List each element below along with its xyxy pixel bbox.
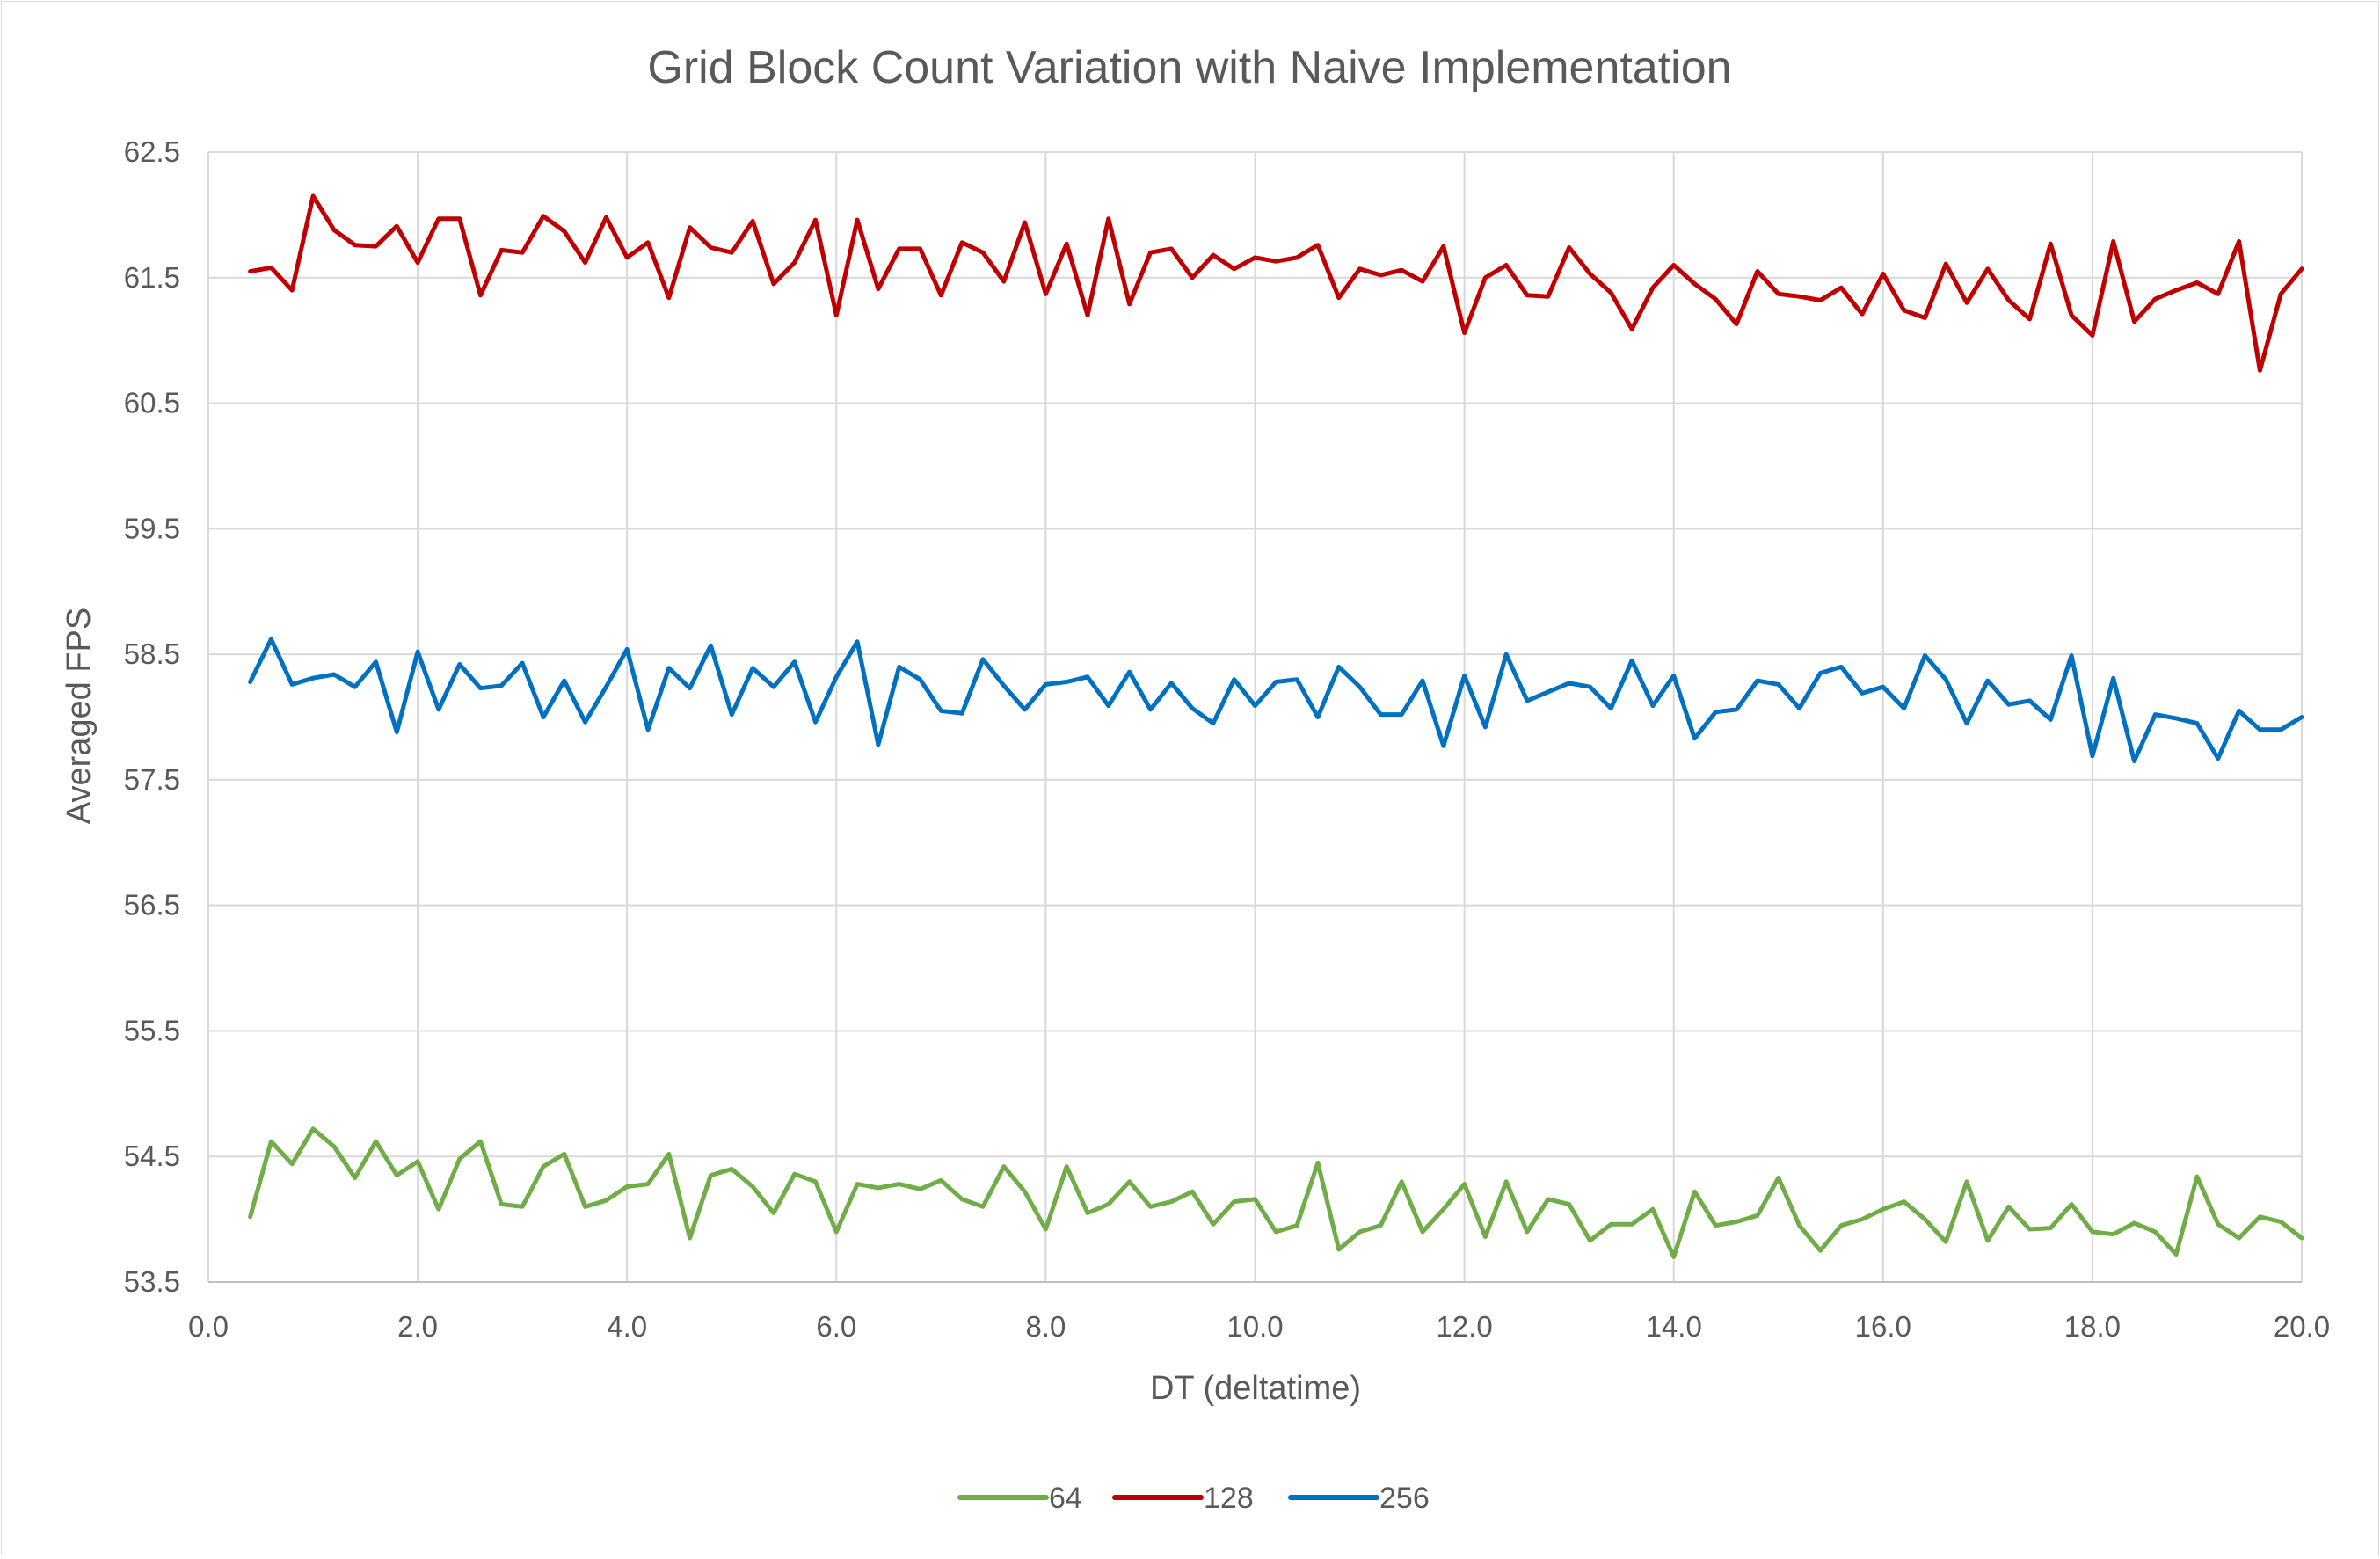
x-tick-label: 10.0	[1226, 1310, 1283, 1343]
x-tick-labels: 0.0 2.0 4.0 6.0 8.0 10.0 12.0 14.0 16.0 18.0 20.0	[188, 1310, 2330, 1343]
legend-item-256: 256	[1288, 1482, 1430, 1515]
x-tick-label: 16.0	[1855, 1310, 1911, 1343]
series-line-256	[248, 637, 2304, 763]
series-line-128	[248, 193, 2304, 373]
y-tick-labels: 62.5 61.5 60.5 59.5 58.5 57.5 56.5 55.5 54.5 53.5	[124, 135, 180, 1298]
legend: 64 128 256	[957, 1482, 1430, 1515]
y-tick-label: 56.5	[124, 889, 180, 922]
grid	[207, 151, 2303, 1283]
y-tick-label: 62.5	[124, 135, 180, 168]
y-tick-label: 53.5	[124, 1265, 180, 1298]
x-tick-label: 12.0	[1436, 1310, 1492, 1343]
x-tick-label: 20.0	[2274, 1310, 2330, 1343]
x-axis-title: DT (deltatime)	[1150, 1370, 1361, 1407]
x-tick-label: 14.0	[1646, 1310, 1702, 1343]
legend-label: 128	[1204, 1482, 1254, 1515]
legend-item-64: 64	[957, 1482, 1082, 1515]
series-line-64	[248, 1126, 2304, 1259]
y-tick-label: 60.5	[124, 387, 180, 419]
y-tick-label: 57.5	[124, 763, 180, 796]
y-tick-label: 54.5	[124, 1140, 180, 1172]
y-tick-label: 58.5	[124, 637, 180, 670]
x-tick-label: 0.0	[188, 1310, 229, 1343]
x-tick-label: 6.0	[816, 1310, 856, 1343]
series-lines	[248, 193, 2304, 1259]
legend-label: 64	[1049, 1482, 1082, 1515]
x-tick-label: 4.0	[607, 1310, 647, 1343]
y-tick-label: 55.5	[124, 1014, 180, 1046]
y-tick-label: 59.5	[124, 512, 180, 544]
chart-title: Grid Block Count Variation with Naive Im…	[647, 42, 1731, 93]
y-axis-title: Averaged FPS	[61, 608, 98, 824]
x-tick-label: 18.0	[2064, 1310, 2121, 1343]
legend-label: 256	[1379, 1482, 1430, 1515]
x-tick-label: 8.0	[1025, 1310, 1066, 1343]
x-tick-label: 2.0	[397, 1310, 438, 1343]
legend-item-128: 128	[1112, 1482, 1254, 1515]
y-tick-label: 61.5	[124, 261, 180, 294]
